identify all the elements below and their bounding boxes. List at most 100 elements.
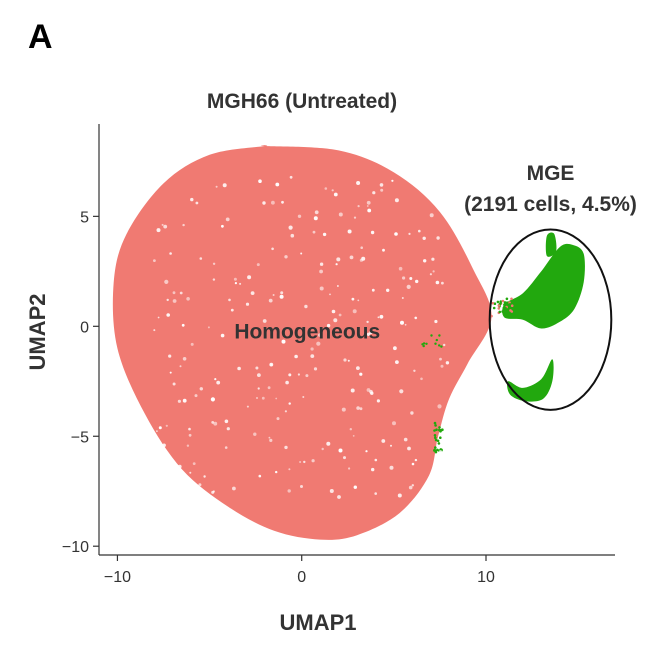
gap-speck [439, 357, 442, 361]
gap-speck [423, 259, 427, 263]
mge-point [434, 342, 437, 345]
gap-speck [247, 275, 252, 280]
gap-speck [188, 427, 191, 431]
gap-speck [408, 485, 413, 490]
mge-point [434, 446, 437, 449]
gap-speck [228, 298, 231, 302]
gap-speck [372, 191, 376, 195]
gap-speck [284, 255, 288, 259]
gap-speck [395, 360, 399, 364]
gap-speck [414, 316, 417, 319]
gap-speck [261, 396, 265, 400]
mge-point [504, 306, 507, 310]
gap-speck [199, 387, 203, 391]
gap-speck [233, 277, 237, 281]
mge-point [434, 450, 438, 454]
label-homogeneous: Homogeneous [234, 320, 380, 343]
gap-speck [338, 448, 343, 453]
mge-point [490, 314, 493, 318]
gap-speck [420, 377, 423, 381]
gap-speck [215, 185, 218, 188]
gap-speck [164, 279, 169, 284]
mge-point [509, 309, 512, 312]
gap-speck [357, 205, 360, 208]
gap-speck [319, 269, 323, 274]
gap-speck [271, 200, 275, 205]
cluster-mge-part-2 [545, 232, 557, 257]
mge-point [510, 304, 514, 308]
x-tick-label: 10 [477, 569, 495, 586]
gap-speck [338, 313, 342, 317]
gap-speck [190, 197, 194, 202]
gap-speck [374, 492, 378, 495]
gap-speck [163, 224, 168, 229]
x-tick-label: −10 [104, 569, 131, 586]
mge-point [501, 299, 505, 303]
plot-area: Homogeneous MGE (2191 cells, 4.5%) [112, 145, 637, 540]
gap-speck [288, 373, 292, 377]
gap-speck [359, 372, 363, 376]
gap-speck [290, 233, 295, 238]
gap-speck [310, 347, 314, 351]
gap-speck [371, 288, 375, 292]
gap-speck [437, 404, 442, 409]
gap-speck [284, 445, 288, 450]
gap-speck [444, 417, 449, 422]
gap-speck [297, 373, 300, 376]
gap-speck [161, 223, 164, 226]
gap-speck [186, 444, 190, 447]
speckle-layer [153, 175, 514, 501]
cluster-homogeneous [112, 145, 492, 540]
gap-speck [212, 262, 216, 265]
gap-speck [275, 397, 278, 400]
gap-speck [213, 421, 218, 426]
gap-speck [314, 210, 319, 215]
gap-speck [400, 320, 404, 325]
gap-speck [435, 492, 439, 496]
gap-speck [380, 188, 384, 192]
gap-speck [392, 421, 396, 426]
gap-speck [352, 309, 357, 314]
gap-speck [429, 213, 434, 218]
mge-point [440, 345, 443, 348]
gap-speck [370, 230, 375, 235]
gap-speck [313, 367, 318, 371]
gap-speck [165, 424, 168, 427]
gap-speck [445, 361, 450, 365]
mge-point [504, 314, 508, 318]
gap-speck [169, 486, 172, 489]
gap-speck [158, 426, 162, 430]
gap-speck [433, 488, 436, 491]
gap-speck [178, 464, 182, 469]
gap-speck [267, 386, 271, 390]
gap-speck [288, 225, 293, 230]
gap-speck [300, 252, 303, 255]
gap-speck [347, 359, 350, 362]
gap-speck [357, 299, 360, 302]
mge-point [436, 448, 439, 452]
gap-speck [322, 232, 327, 237]
gap-speck [256, 397, 258, 399]
gap-speck [280, 291, 284, 295]
gap-speck [382, 248, 385, 252]
gap-speck [177, 399, 181, 403]
gap-speck [369, 330, 373, 335]
mge-point [435, 428, 438, 432]
gap-speck [436, 236, 440, 240]
gap-speck [246, 405, 249, 408]
gap-speck [370, 391, 374, 395]
mge-point [439, 436, 442, 440]
gap-speck [232, 486, 236, 491]
gap-speck [432, 270, 435, 273]
label-mge-count: (2191 cells, 4.5%) [464, 193, 637, 216]
gap-speck [172, 299, 177, 303]
cluster-mge-part-3 [507, 359, 554, 402]
gap-speck [329, 489, 334, 493]
gap-speck [381, 439, 386, 443]
gap-speck [434, 477, 437, 480]
gap-speck [288, 402, 291, 405]
gap-speck [414, 458, 418, 462]
mge-point [497, 304, 501, 307]
gap-speck [198, 483, 202, 487]
mge-point [422, 344, 425, 348]
